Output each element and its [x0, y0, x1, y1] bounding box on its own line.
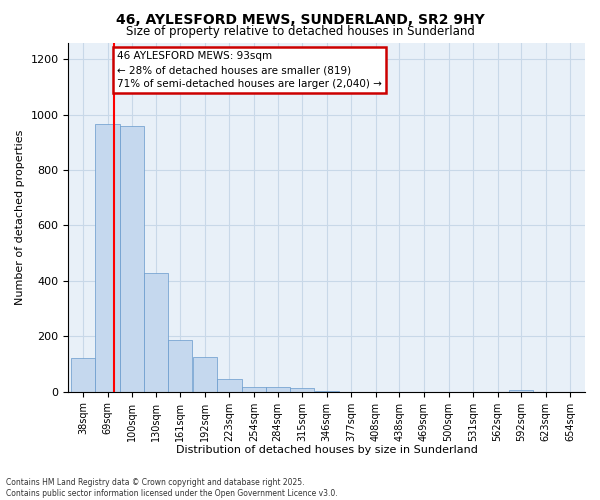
Y-axis label: Number of detached properties: Number of detached properties — [15, 130, 25, 305]
Bar — [509, 390, 533, 392]
Bar — [71, 358, 95, 392]
Text: Size of property relative to detached houses in Sunderland: Size of property relative to detached ho… — [125, 25, 475, 38]
Bar — [95, 124, 120, 392]
Bar — [242, 386, 266, 392]
Text: 46, AYLESFORD MEWS, SUNDERLAND, SR2 9HY: 46, AYLESFORD MEWS, SUNDERLAND, SR2 9HY — [116, 12, 484, 26]
Bar — [120, 126, 144, 392]
Bar — [266, 386, 290, 392]
Bar — [193, 357, 217, 392]
Bar — [143, 272, 168, 392]
Bar — [168, 340, 193, 392]
Text: Contains HM Land Registry data © Crown copyright and database right 2025.
Contai: Contains HM Land Registry data © Crown c… — [6, 478, 338, 498]
X-axis label: Distribution of detached houses by size in Sunderland: Distribution of detached houses by size … — [176, 445, 478, 455]
Text: 46 AYLESFORD MEWS: 93sqm
← 28% of detached houses are smaller (819)
71% of semi-: 46 AYLESFORD MEWS: 93sqm ← 28% of detach… — [118, 51, 382, 89]
Bar — [217, 380, 242, 392]
Bar — [290, 388, 314, 392]
Bar — [314, 391, 339, 392]
